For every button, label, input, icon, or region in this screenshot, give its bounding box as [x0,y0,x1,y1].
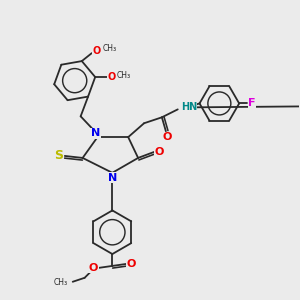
Text: CH₃: CH₃ [103,44,117,53]
Text: O: O [89,263,98,273]
Text: S: S [54,149,63,162]
Text: F: F [248,98,256,108]
Text: O: O [162,132,172,142]
Text: HN: HN [181,102,197,112]
Text: CH₃: CH₃ [117,70,131,80]
Text: N: N [91,128,100,138]
Text: O: O [93,46,101,56]
Text: CH₃: CH₃ [54,278,68,287]
Text: N: N [108,173,117,183]
Text: O: O [108,72,116,82]
Text: O: O [127,259,136,269]
Text: O: O [154,147,164,157]
